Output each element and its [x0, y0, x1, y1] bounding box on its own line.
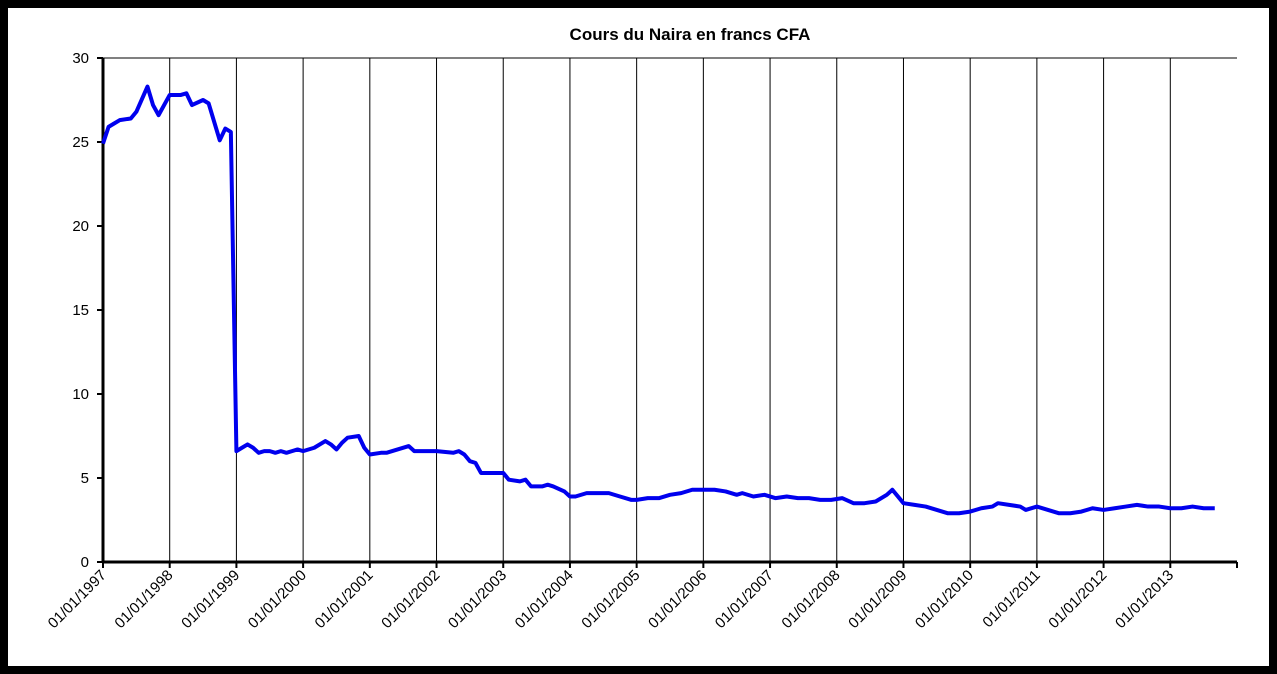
x-tick-label: 01/01/1999 [178, 567, 243, 632]
x-tick-label: 01/01/2002 [378, 567, 443, 632]
y-tick-label: 30 [72, 50, 89, 67]
frame [8, 8, 1269, 666]
x-tick-label: 01/01/2009 [845, 567, 910, 632]
x-tick-label: 01/01/2011 [979, 567, 1043, 631]
chart-title: Cours du Naira en francs CFA [570, 25, 811, 44]
x-tick-label: 01/01/2010 [912, 567, 977, 632]
y-tick-label: 15 [72, 302, 89, 319]
y-tick-label: 25 [72, 134, 89, 151]
x-tick-label: 01/01/2012 [1045, 567, 1110, 632]
x-tick-label: 01/01/2001 [312, 567, 377, 632]
x-tick-label: 01/01/2003 [445, 567, 510, 632]
x-tick-label: 01/01/2000 [245, 567, 310, 632]
series-line [101, 84, 1215, 516]
x-tick-label: 01/01/1997 [45, 567, 110, 632]
y-tick-label: 0 [81, 554, 89, 571]
y-tick-label: 10 [72, 386, 89, 403]
x-tick-label: 01/01/2008 [778, 567, 843, 632]
x-tick-label: 01/01/2013 [1112, 567, 1177, 632]
x-tick-label: 01/01/2004 [512, 567, 577, 632]
x-tick-label: 01/01/2007 [712, 567, 777, 632]
x-tick-label: 01/01/2005 [578, 567, 643, 632]
y-tick-label: 5 [81, 470, 89, 487]
y-tick-label: 20 [72, 218, 89, 235]
x-tick-label: 01/01/2006 [645, 567, 710, 632]
x-tick-label: 01/01/1998 [111, 567, 176, 632]
